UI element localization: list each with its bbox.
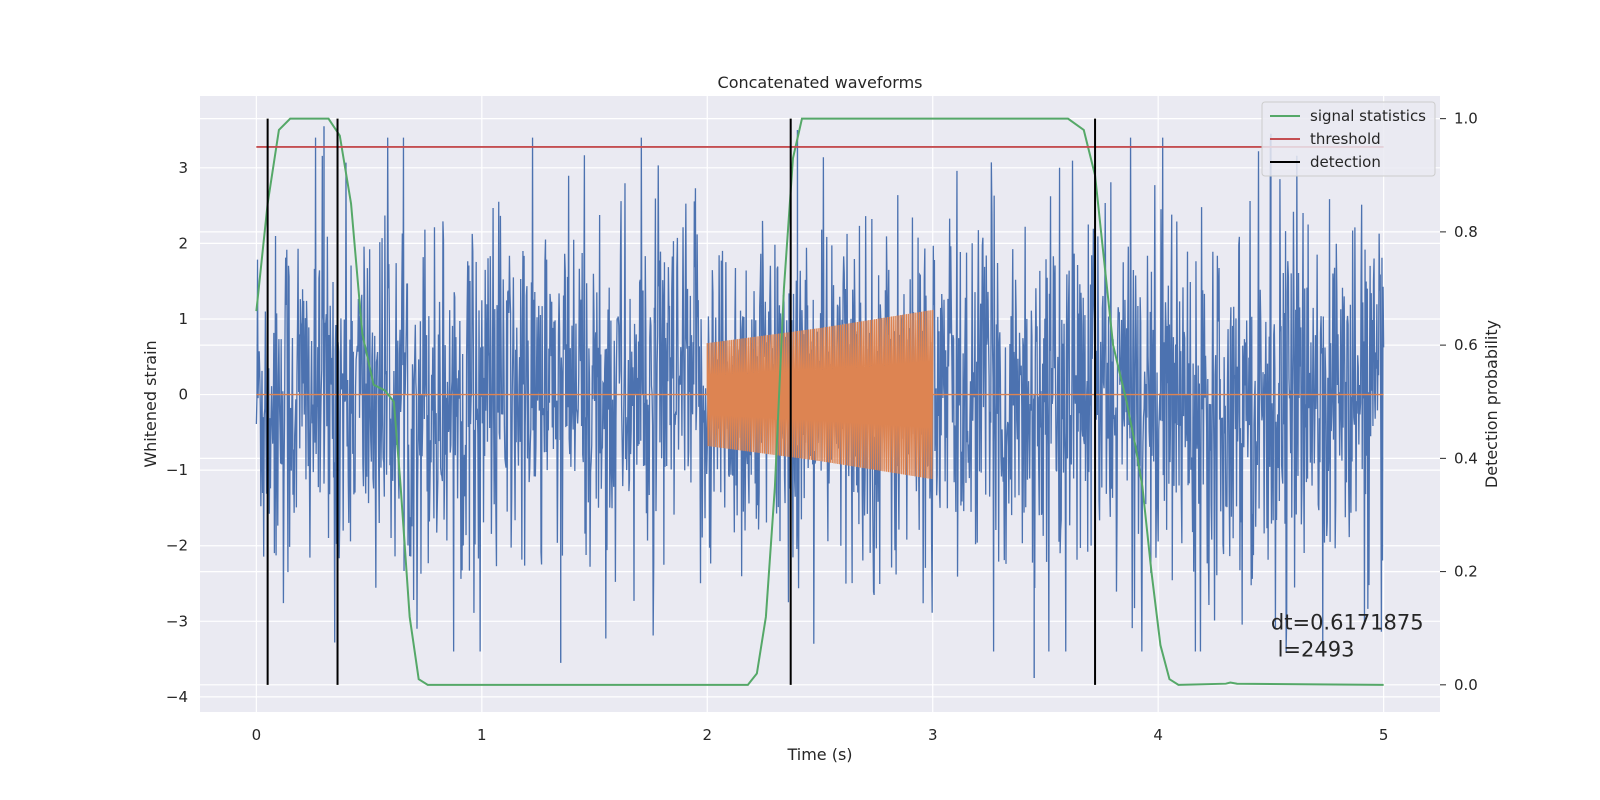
y2-axis-label: Detection probability bbox=[1482, 320, 1501, 488]
y-tick-label: 3 bbox=[178, 159, 188, 177]
detection-series bbox=[266, 118, 1097, 685]
x-tick-label: 1 bbox=[477, 726, 487, 744]
injection-series bbox=[256, 309, 1384, 480]
annotation-length: l=2493 bbox=[1271, 637, 1355, 661]
x-tick-label: 2 bbox=[702, 726, 712, 744]
x-tick-label: 0 bbox=[252, 726, 262, 744]
legend-label-detection: detection bbox=[1310, 153, 1381, 171]
annotation-dt: dt=0.6171875 bbox=[1271, 610, 1424, 634]
y2-tick-label: 0.8 bbox=[1454, 223, 1478, 241]
signal-statistics-series bbox=[255, 117, 1384, 686]
x-tick-label: 3 bbox=[928, 726, 938, 744]
y2-tick-label: 0.4 bbox=[1454, 449, 1478, 467]
y-tick-label: 1 bbox=[178, 310, 188, 328]
legend-label-threshold: threshold bbox=[1310, 130, 1381, 148]
y-tick-label: 0 bbox=[178, 386, 188, 404]
y2-tick-label: 0.0 bbox=[1454, 676, 1478, 694]
axis-ticks: 0 1 2 3 4 5 −4 −3 −2 −1 0 1 2 3 0.0 0.2 0.4 0.6 0.8 1.0 bbox=[166, 110, 1478, 744]
y-tick-label: 2 bbox=[178, 234, 188, 252]
x-tick-label: 4 bbox=[1153, 726, 1163, 744]
legend-label-signal-statistics: signal statistics bbox=[1310, 107, 1426, 125]
x-tick-label: 5 bbox=[1379, 726, 1389, 744]
injection-line bbox=[256, 309, 1384, 480]
y-tick-label: −4 bbox=[166, 688, 188, 706]
y-tick-label: −3 bbox=[166, 612, 188, 630]
chart-title: Concatenated waveforms bbox=[718, 73, 923, 92]
y-tick-label: −2 bbox=[166, 537, 188, 555]
legend-box bbox=[1261, 101, 1436, 177]
y-axis-label: Whitened strain bbox=[141, 340, 160, 467]
x-axis-label: Time (s) bbox=[786, 745, 852, 764]
y2-tick-label: 0.6 bbox=[1454, 336, 1478, 354]
y2-tick-label: 1.0 bbox=[1454, 110, 1478, 128]
y2-tick-label: 0.2 bbox=[1454, 563, 1478, 581]
y-tick-label: −1 bbox=[166, 461, 188, 479]
legend: signal statistics threshold detection bbox=[1261, 101, 1436, 177]
signal-statistics-line bbox=[255, 117, 1384, 686]
